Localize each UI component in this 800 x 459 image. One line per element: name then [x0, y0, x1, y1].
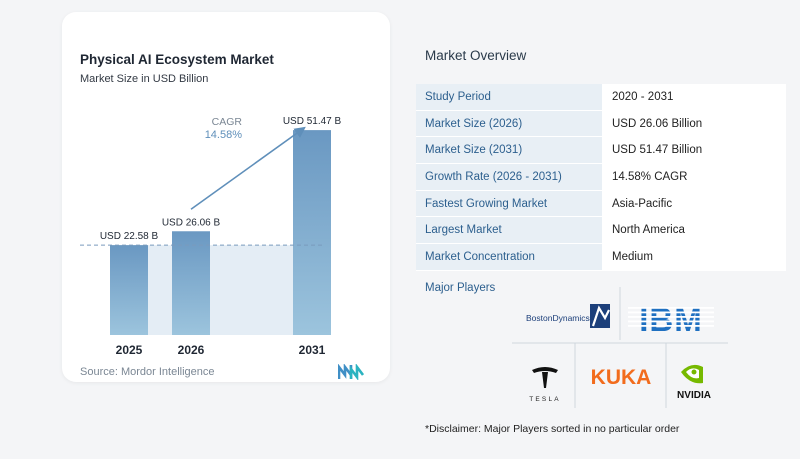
table-row: Market Size (2031) USD 51.47 Billion — [416, 136, 786, 165]
cagr-value: 14.58% — [205, 129, 243, 141]
bar-chart: USD 22.58 B 2025 USD 26.06 B 2026 USD 51.47 … — [80, 116, 342, 357]
ibm-logo: IBM — [628, 301, 714, 338]
chart-source: Source: Mordor Intelligence — [80, 366, 215, 378]
row-label: Study Period — [416, 84, 602, 111]
bar-2025 — [110, 245, 148, 335]
tesla-t-stem-icon — [542, 372, 548, 388]
row-label: Market Size (2026) — [416, 110, 602, 138]
disclaimer: *Disclaimer: Major Players sorted in no … — [425, 423, 680, 435]
table-row: Largest Market North America — [416, 216, 786, 245]
market-overview-title: Market Overview — [425, 48, 527, 63]
bar-2026 — [172, 231, 210, 335]
boston-dynamics-wordmark: BostonDynamics — [526, 313, 590, 323]
row-label: Fastest Growing Market — [416, 190, 602, 218]
row-label: Largest Market — [416, 216, 602, 245]
kuka-wordmark: KUKA — [591, 366, 652, 389]
table-row: Study Period 2020 - 2031 — [416, 84, 786, 111]
row-value: 14.58% CAGR — [602, 163, 786, 191]
kuka-logo: KUKA — [591, 366, 652, 389]
x-tick-label: 2026 — [178, 343, 205, 357]
nvidia-logo: NVIDIA — [677, 364, 711, 401]
table-row: Fastest Growing Market Asia-Pacific — [416, 190, 786, 218]
boston-dynamics-runner-icon — [591, 305, 610, 327]
row-label: Market Concentration — [416, 243, 602, 271]
row-value: USD 26.06 Billion — [602, 110, 786, 138]
tesla-wordmark: TESLA — [529, 396, 561, 403]
row-label: Growth Rate (2026 - 2031) — [416, 163, 602, 191]
tesla-t-top-icon — [532, 367, 558, 373]
bar-value-label: USD 22.58 B — [100, 231, 159, 242]
ibm-wordmark: IBM — [639, 301, 703, 338]
logo-grid-lines — [512, 287, 728, 408]
nvidia-wordmark: NVIDIA — [677, 390, 711, 401]
x-tick-label: 2025 — [116, 343, 143, 357]
cagr-label: CAGR — [212, 116, 243, 128]
row-value: 2020 - 2031 — [602, 84, 786, 111]
row-label: Market Size (2031) — [416, 136, 602, 165]
ibm-stripes — [628, 307, 714, 327]
mordor-intelligence-logo — [338, 364, 364, 380]
chart-subtitle: Market Size in USD Billion — [80, 73, 209, 85]
row-value: North America — [602, 216, 786, 245]
table-row: Growth Rate (2026 - 2031) 14.58% CAGR — [416, 163, 786, 191]
chart-title: Physical AI Ecosystem Market — [80, 52, 274, 67]
bar-value-label: USD 26.06 B — [162, 217, 221, 228]
table-row: Market Concentration Medium — [416, 243, 786, 271]
cagr-arrow — [190, 126, 306, 210]
row-value: Asia-Pacific — [602, 190, 786, 218]
tesla-logo: TESLA — [529, 367, 561, 403]
major-players-title: Major Players — [425, 282, 496, 294]
nvidia-eye-icon — [681, 364, 703, 384]
boston-dynamics-emblem — [590, 304, 610, 328]
row-value: USD 51.47 Billion — [602, 136, 786, 165]
boston-dynamics-logo: BostonDynamics — [526, 304, 610, 328]
baseline-band — [148, 245, 293, 335]
row-value: Medium — [602, 243, 786, 271]
x-tick-label: 2031 — [299, 343, 326, 357]
chart-card: USD 22.58 B 2025 USD 26.06 B 2026 USD 51.47 … — [62, 12, 390, 382]
bar-value-label: USD 51.47 B — [283, 116, 342, 127]
table-row: Market Size (2026) USD 26.06 Billion — [416, 110, 786, 138]
bar-2031 — [293, 130, 331, 335]
market-overview-table: Study Period 2020 - 2031 Market Size (20… — [416, 84, 786, 271]
